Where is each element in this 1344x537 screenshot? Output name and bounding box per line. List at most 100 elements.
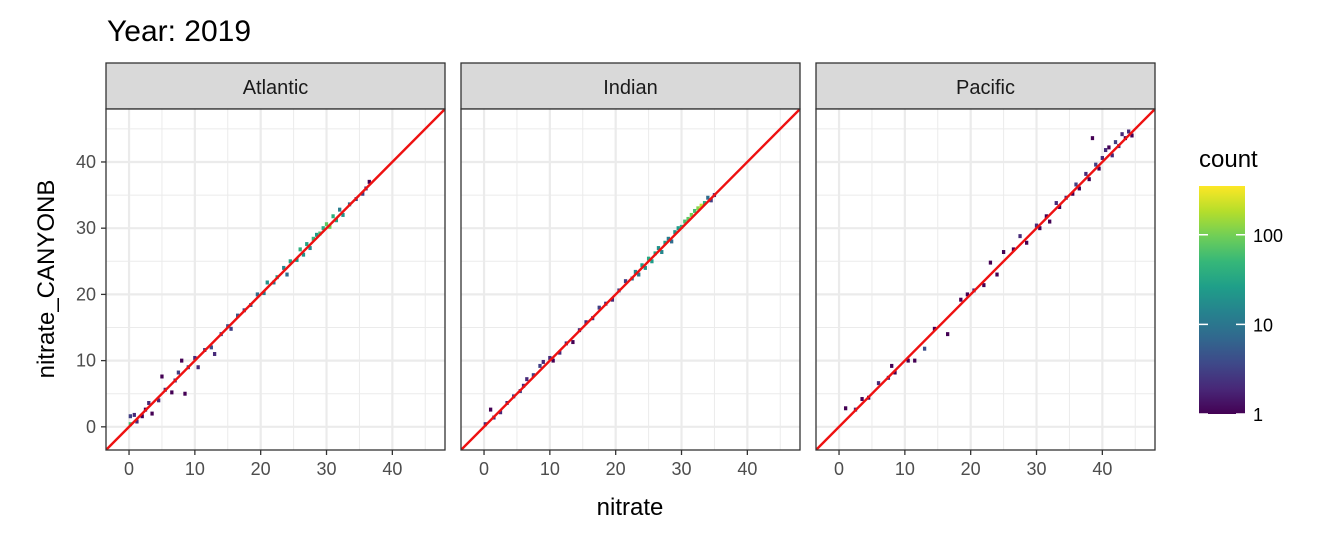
bin-tile (305, 242, 309, 247)
bin-tile (209, 345, 213, 350)
bin-tile (1120, 132, 1124, 137)
count-legend: count 1 10 100 (1199, 146, 1283, 425)
bin-tile (361, 191, 365, 196)
panel-border (815, 108, 1156, 451)
bin-tile (709, 198, 713, 203)
bin-tile (193, 355, 197, 360)
bin-tile (183, 391, 187, 396)
bin-tile (640, 263, 644, 268)
bin-tile (212, 352, 217, 356)
bin-tile (683, 219, 687, 224)
bin-tile (610, 297, 615, 302)
bin-tile (288, 259, 292, 264)
y-axis: 0 10 20 30 40 (76, 152, 106, 437)
bin-tile (666, 236, 670, 241)
bin-tile (558, 350, 562, 355)
bin-tile (597, 305, 601, 310)
bin-tile (860, 397, 864, 402)
chart-title: Year: 2019 (107, 15, 251, 48)
bin-tile (341, 212, 345, 217)
x-tick-label: 40 (737, 459, 757, 479)
bin-tile (1110, 153, 1114, 158)
bin-tile (959, 297, 963, 302)
facet-strip (460, 62, 801, 110)
bin-tile (623, 279, 628, 284)
bin-tile (229, 326, 233, 331)
bin-tile (656, 246, 661, 251)
x-tick-label: 30 (1026, 459, 1046, 479)
bin-tile (922, 346, 927, 351)
bin-tile (643, 265, 647, 270)
bin-tile (308, 246, 312, 251)
bin-tile (1054, 201, 1058, 206)
identity-line (106, 109, 445, 450)
x-axis-indian: 0 10 20 30 40 (479, 450, 757, 479)
bin-tile (1048, 219, 1052, 224)
bin-tile (693, 208, 697, 213)
facet-panel-indian: Indian (460, 62, 801, 451)
bin-tile (160, 374, 164, 379)
bin-tile (890, 363, 894, 368)
bin-tile (1127, 129, 1131, 134)
bin-tile (180, 358, 184, 363)
legend-label: 100 (1253, 226, 1283, 246)
bin-tile (995, 272, 999, 277)
bin-tile (660, 250, 664, 255)
legend-title: count (1199, 146, 1258, 173)
legend-colorbar (1199, 186, 1245, 414)
x-tick-label: 40 (382, 459, 402, 479)
y-tick-label: 20 (76, 284, 96, 304)
bin-tile (285, 272, 289, 277)
bin-tile (331, 214, 335, 219)
x-tick-label: 30 (671, 459, 691, 479)
x-axis-atlantic: 0 10 20 30 40 (124, 450, 402, 479)
bin-tile (663, 240, 667, 245)
bin-tile (324, 222, 329, 227)
bin-tile (988, 260, 993, 265)
bin-tile (157, 398, 161, 403)
x-tick-label: 0 (834, 459, 844, 479)
bin-tile (1018, 234, 1022, 239)
x-axis-pacific: 0 10 20 30 40 (834, 450, 1112, 479)
facet-strip (815, 62, 1156, 110)
facet-strip (105, 62, 446, 110)
bin-tile (541, 359, 545, 364)
bin-tile (876, 381, 881, 386)
grid-lines (106, 109, 445, 450)
bin-tile (538, 363, 542, 368)
bin-tile (650, 259, 654, 264)
bin-tile (338, 207, 342, 212)
bin-tile (311, 236, 315, 241)
bin-tile (1001, 250, 1006, 255)
bin-tile (334, 218, 339, 223)
bin-tile (255, 292, 260, 297)
bin-tile (1024, 240, 1029, 245)
facet-panel-atlantic: Atlantic (105, 62, 446, 451)
bin-tile (1038, 226, 1042, 231)
bin-tile (982, 283, 986, 288)
bin-tile (1090, 136, 1095, 141)
bin-tile (236, 313, 240, 318)
bin-tile (706, 195, 710, 200)
bin-tile (150, 411, 154, 416)
x-tick-label: 20 (251, 459, 271, 479)
bin-tile (686, 216, 690, 221)
bin-tile (965, 292, 970, 297)
bin-tile (548, 355, 552, 360)
bin-tile (699, 203, 703, 208)
bin-tile (1107, 145, 1111, 150)
bin-tile (1113, 140, 1118, 145)
x-tick-label: 10 (185, 459, 205, 479)
bin-tile (584, 320, 588, 325)
bin-tile (265, 280, 269, 285)
bin-tile (913, 358, 917, 363)
bin-tile (1077, 186, 1081, 191)
bin-tile (262, 291, 266, 296)
identity-line (816, 109, 1155, 450)
facet-strip-label: Pacific (956, 77, 1015, 99)
y-tick-label: 10 (76, 351, 96, 371)
bin-tile (298, 247, 302, 252)
bin-tile (176, 370, 181, 375)
facet-strip-label: Atlantic (243, 77, 309, 99)
